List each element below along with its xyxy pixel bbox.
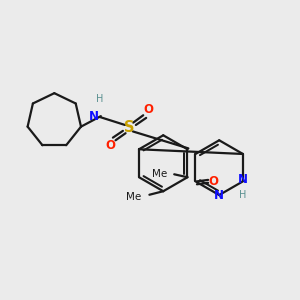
Text: N: N	[88, 110, 98, 123]
Text: O: O	[106, 140, 116, 152]
Text: H: H	[238, 190, 246, 200]
Text: Me: Me	[126, 192, 141, 202]
Text: O: O	[208, 175, 218, 188]
Text: O: O	[143, 103, 153, 116]
Text: H: H	[96, 94, 103, 104]
Text: N: N	[214, 188, 224, 202]
Text: Me: Me	[152, 169, 167, 179]
Text: S: S	[124, 120, 135, 135]
Text: N: N	[238, 173, 248, 186]
